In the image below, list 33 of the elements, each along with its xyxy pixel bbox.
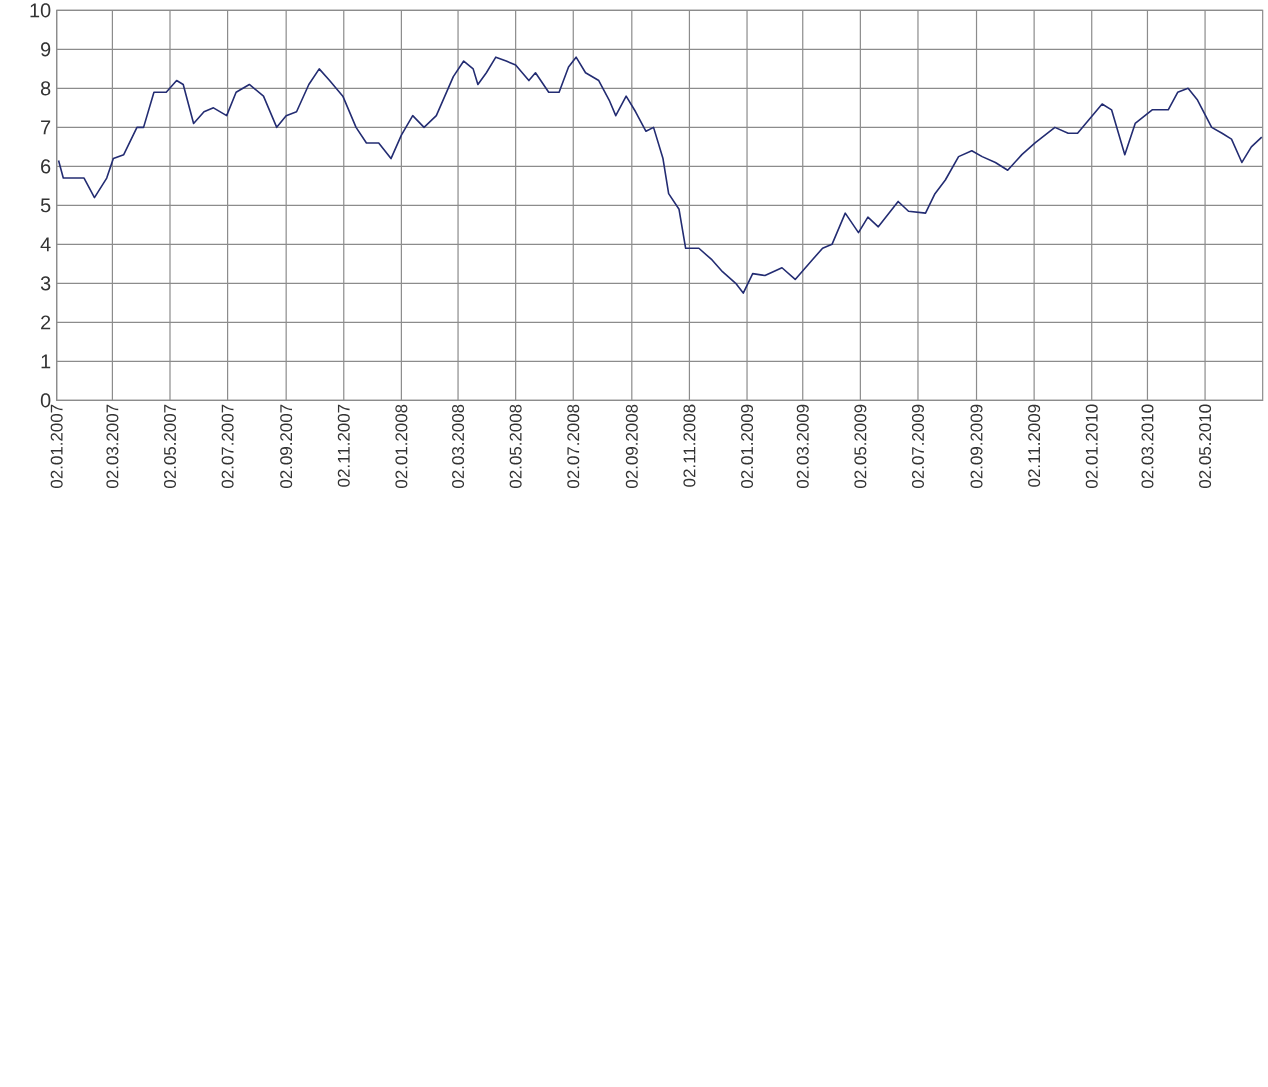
x-tick-label: 02.05.2007 <box>164 404 176 489</box>
y-tick-label: 5 <box>40 198 51 213</box>
y-tick-label: 4 <box>40 237 51 252</box>
x-tick-label: 02.03.2009 <box>796 404 809 489</box>
x-tick-label: 02.09.2007 <box>280 404 293 489</box>
x-tick-label: 02.05.2009 <box>854 404 867 489</box>
y-tick-label: 10 <box>30 3 51 18</box>
y-tick-label: 7 <box>41 120 51 135</box>
x-tick-label: 02.07.2008 <box>567 404 580 489</box>
x-tick-label: 02.03.2010 <box>1141 404 1154 489</box>
x-tick-label: 02.09.2009 <box>970 404 983 489</box>
x-tick-label: 02.05.2008 <box>509 404 522 489</box>
y-tick-label: 8 <box>40 81 51 96</box>
x-tick-label: 02.01.2010 <box>1085 404 1098 489</box>
x-tick-label: 02.07.2007 <box>221 404 234 489</box>
line-series <box>57 56 1263 295</box>
x-tick-label: 02.01.2007 <box>50 404 63 489</box>
x-tick-label: 02.07.2009 <box>911 404 924 489</box>
x-tick-label: 02.09.2008 <box>625 404 638 489</box>
x-tick-label: 02.01.2008 <box>395 404 408 489</box>
y-tick-label: 2 <box>41 315 51 330</box>
x-tick-label: 02.01.2009 <box>741 404 754 489</box>
y-tick-label: 3 <box>40 276 51 291</box>
x-tick-label: 02.03.2007 <box>106 404 119 489</box>
y-tick-label: 1 <box>41 354 51 369</box>
x-tick-label: 02.11.2008 <box>683 404 696 487</box>
y-tick-label: 0 <box>40 393 51 408</box>
y-tick-label: 6 <box>41 159 51 174</box>
x-tick-label: 02.03.2008 <box>452 404 465 489</box>
x-tick-label: 02.11.2009 <box>1028 404 1041 487</box>
y-tick-label: 9 <box>41 42 51 57</box>
x-tick-label: 02.05.2010 <box>1199 404 1212 489</box>
x-tick-label: 02.11.2007 <box>337 404 350 487</box>
